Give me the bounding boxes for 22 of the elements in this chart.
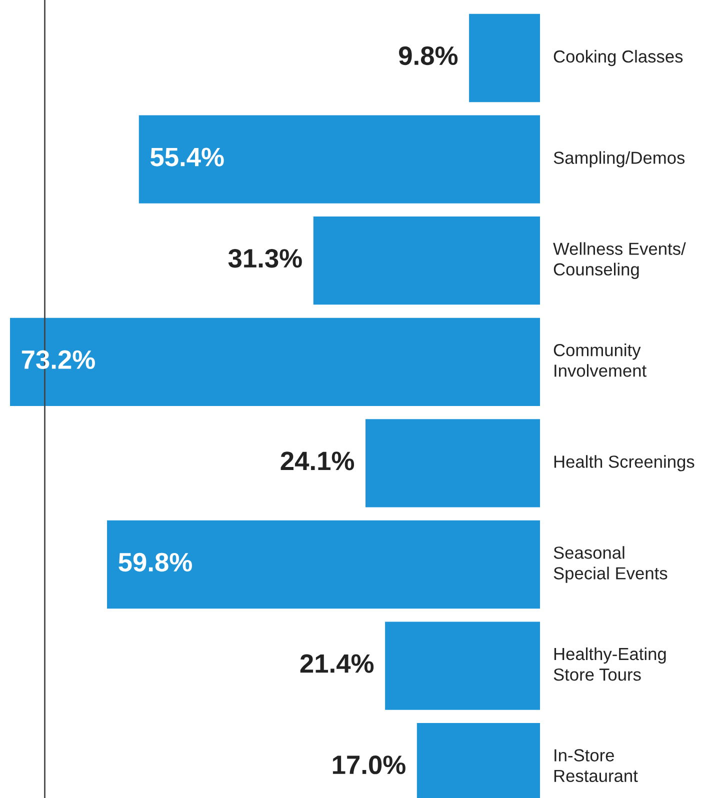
- data-label: 17.0%: [332, 755, 406, 774]
- bar: [107, 520, 540, 609]
- data-label: 31.3%: [228, 248, 302, 268]
- bar: [10, 318, 540, 406]
- data-label: 55.4%: [150, 148, 224, 166]
- bar: [313, 216, 540, 305]
- bar: [469, 14, 540, 102]
- data-label: 59.8%: [118, 552, 192, 572]
- bar: [366, 419, 540, 508]
- y-tick-label: In-Store Restaurant: [554, 749, 638, 782]
- y-tick-label: Health Screenings: [554, 455, 694, 472]
- data-label: 9.8%: [399, 46, 458, 66]
- y-tick-label: Cooking Classes: [554, 50, 683, 66]
- bar: [138, 115, 540, 204]
- y-tick-label: Seasonal Special Events: [554, 546, 668, 583]
- data-label: 24.1%: [280, 452, 354, 470]
- y-tick-label: Wellness Events/ Counseling: [553, 242, 686, 279]
- y-tick-label: Community Involvement: [554, 344, 646, 377]
- y-tick-label: Sampling/Demos: [554, 151, 685, 168]
- data-label: 21.4%: [300, 654, 374, 673]
- bar: [385, 622, 540, 710]
- y-tick-label: Healthy-Eating Store Tours: [554, 647, 666, 681]
